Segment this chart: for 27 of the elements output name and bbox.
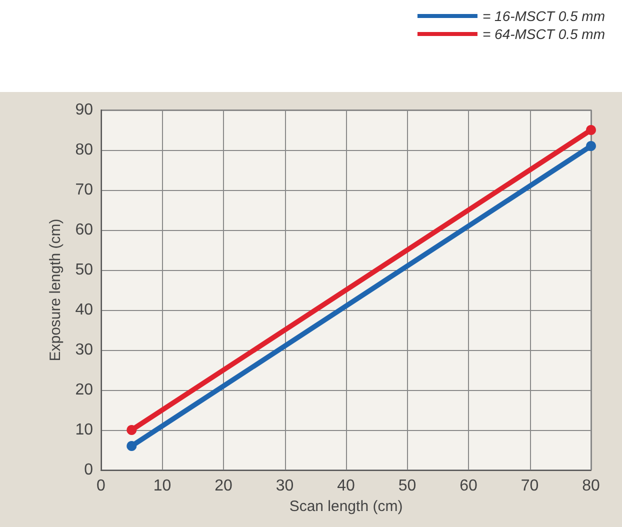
- y-tick-label: 10: [75, 422, 94, 438]
- point: [586, 141, 596, 151]
- y-tick-label: 40: [75, 302, 94, 318]
- y-tick-label: 20: [75, 382, 94, 398]
- point: [586, 125, 596, 135]
- y-axis-title: Exposure length (cm): [47, 218, 64, 362]
- y-tick-label: 70: [75, 182, 94, 198]
- point: [126, 441, 137, 451]
- x-tick-label: 40: [337, 478, 355, 494]
- x-tick-label: 10: [153, 478, 172, 494]
- x-tick-label: 70: [520, 478, 539, 494]
- y-tick-label: 80: [75, 142, 94, 158]
- x-tick-label: 50: [398, 478, 416, 494]
- x-tick-label: 0: [96, 478, 106, 494]
- point: [126, 425, 137, 435]
- y-tick-label: 50: [75, 262, 94, 278]
- y-tick-label: 90: [75, 102, 94, 118]
- legend-label: = 64-MSCT 0.5 mm: [482, 26, 606, 42]
- x-tick-label: 80: [582, 478, 600, 494]
- x-tick-label: 30: [276, 478, 294, 494]
- legend-label: = 16-MSCT 0.5 mm: [482, 8, 606, 24]
- y-tick-label: 30: [75, 342, 94, 358]
- y-tick-label: 60: [75, 222, 94, 238]
- x-tick-label: 20: [214, 478, 232, 494]
- x-axis-title: Scan length (cm): [289, 498, 403, 515]
- y-tick-label: 0: [84, 462, 94, 478]
- x-tick-label: 60: [460, 478, 478, 494]
